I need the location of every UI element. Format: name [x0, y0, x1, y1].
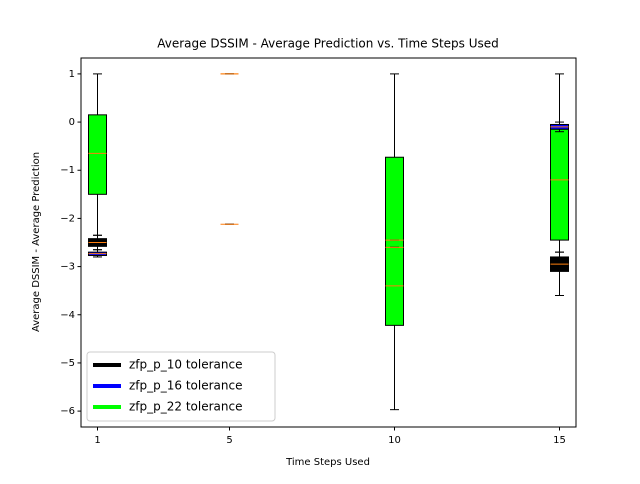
x-tick-label: 1: [94, 435, 100, 446]
x-tick-label: 10: [388, 435, 401, 446]
x-tick-label: 15: [553, 435, 566, 446]
chart-title: Average DSSIM - Average Prediction vs. T…: [157, 37, 499, 51]
legend-label: zfp_p_10 tolerance: [129, 358, 242, 372]
y-tick-label: 1: [69, 69, 75, 80]
y-tick-label: −2: [60, 213, 75, 224]
plot-frame: [80, 57, 577, 428]
x-axis-label: Time Steps Used: [285, 457, 370, 468]
y-tick-label: −1: [60, 165, 75, 176]
x-tick-label: 5: [226, 435, 232, 446]
y-tick-label: −5: [60, 358, 75, 369]
legend-box: [86, 351, 276, 422]
y-tick-label: −3: [60, 262, 75, 273]
y-tick-label: 0: [69, 117, 75, 128]
y-tick-label: −6: [60, 406, 75, 417]
legend-label: zfp_p_16 tolerance: [129, 379, 242, 393]
box: [385, 156, 404, 326]
box: [550, 126, 569, 241]
box: [88, 114, 107, 195]
legend-label: zfp_p_22 tolerance: [129, 400, 242, 414]
y-axis-label: Average DSSIM - Average Prediction: [31, 152, 42, 332]
y-tick-label: −4: [60, 310, 75, 321]
